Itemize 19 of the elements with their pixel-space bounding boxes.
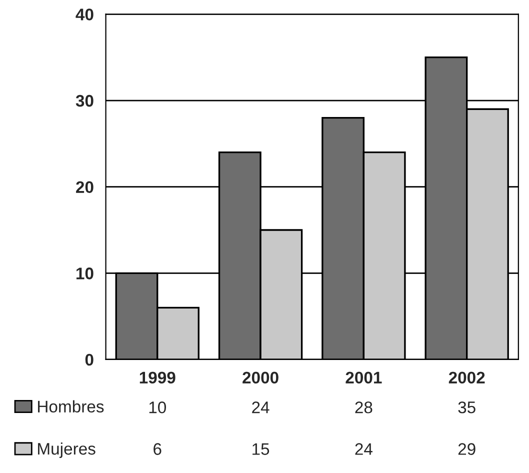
data-label: 35 (458, 402, 476, 414)
y-tick-label: 40 (76, 8, 94, 20)
data-label: 28 (355, 402, 372, 414)
y-tick-label: 0 (85, 354, 94, 366)
legend-label: Hombres (38, 400, 104, 413)
data-label: 24 (252, 402, 270, 414)
data-label: 15 (252, 443, 270, 455)
data-label: 6 (154, 443, 162, 455)
y-tick-label: 30 (76, 94, 94, 107)
y-tick-label: 20 (76, 181, 94, 194)
data-label: 24 (355, 443, 372, 455)
x-tick-label: 2000 (242, 372, 278, 384)
x-tick-label: 1999 (140, 372, 176, 384)
data-label: 10 (149, 402, 166, 414)
x-tick-label: 2001 (346, 372, 382, 384)
y-tick-label: 10 (76, 268, 94, 280)
data-label: 29 (458, 443, 476, 455)
legend-label: Mujeres (38, 442, 96, 458)
x-tick-label: 2002 (448, 372, 485, 384)
